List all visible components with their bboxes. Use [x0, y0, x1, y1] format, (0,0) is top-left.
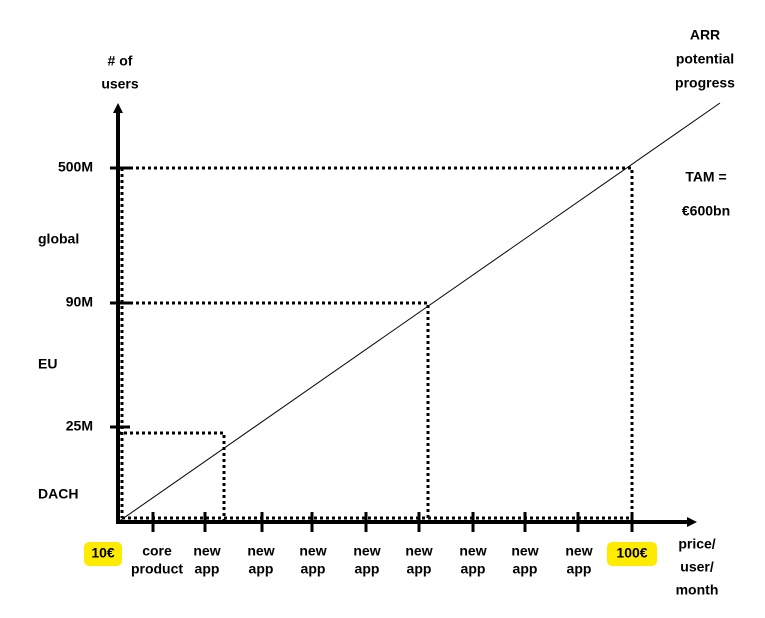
region-label: global: [38, 231, 79, 247]
arr-line: [117, 102, 721, 523]
x-tick-label: new: [459, 543, 486, 559]
x-axis-title: price/: [678, 536, 715, 552]
x-tick-label: new: [511, 543, 538, 559]
labels: # of users 500M 90M 25M global EU DACH core produ…: [38, 27, 735, 598]
x-tick-label: app: [461, 561, 486, 577]
x-tick-label: app: [301, 561, 326, 577]
y-axis-title: # of: [108, 53, 133, 69]
line-label: ARR: [690, 27, 720, 43]
x-tick-label: app: [355, 561, 380, 577]
x-tick-label: app: [249, 561, 274, 577]
x-tick-label: app: [513, 561, 538, 577]
y-axis-title: users: [101, 76, 139, 92]
x-tick-label: product: [131, 561, 183, 577]
x-tick-label: app: [195, 561, 220, 577]
x-tick-label: new: [353, 543, 380, 559]
y-tick-label: 25M: [66, 418, 93, 434]
highlight: [607, 542, 657, 566]
x-tick-label: core: [142, 543, 172, 559]
x-tick-label: app: [567, 561, 592, 577]
tam-label: TAM =: [685, 169, 726, 185]
region-label: EU: [38, 356, 57, 372]
line-label: potential: [676, 51, 734, 67]
x-tick-label: new: [565, 543, 592, 559]
y-tick-label: 90M: [66, 294, 93, 310]
tam-label: €600bn: [682, 203, 730, 219]
x-tick-label: new: [405, 543, 432, 559]
x-tick-label: new: [193, 543, 220, 559]
line-label: progress: [675, 75, 735, 91]
x-start-label: 10€: [91, 545, 115, 561]
x-end-label: 100€: [616, 545, 647, 561]
region-label: DACH: [38, 486, 78, 502]
x-axis-title: user/: [680, 559, 714, 575]
x-axis-title: month: [676, 582, 719, 598]
highlight: [84, 542, 122, 566]
guides: [118, 166, 634, 522]
x-tick-label: new: [299, 543, 326, 559]
x-tick-label: new: [247, 543, 274, 559]
x-tick-label: app: [407, 561, 432, 577]
y-tick-label: 500M: [58, 159, 93, 175]
